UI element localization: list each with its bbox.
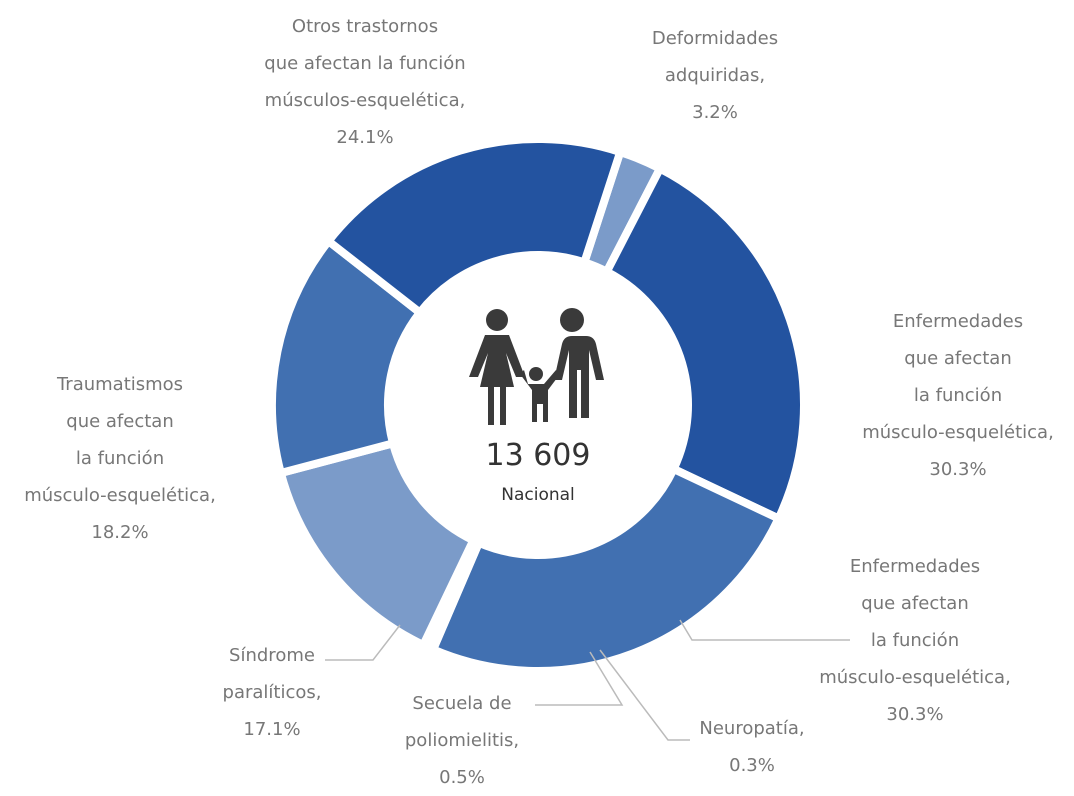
center-label: Nacional [501,485,575,505]
leader-line [599,649,690,741]
leader-line [325,624,401,661]
value-label: 0.5% [439,767,485,788]
family-icon [469,308,604,425]
category-label: Enfermedades que afectan la función músc… [862,311,1054,443]
segment [322,135,626,319]
value-label: 0.3% [729,755,775,776]
value-label: 17.1% [243,719,301,740]
segments [268,135,808,675]
center-value: 13 609 [486,438,591,473]
leader-lines [325,619,850,741]
category-label: Síndrome paralíticos, [222,645,322,703]
segment [601,163,808,524]
value-label: 18.2% [91,522,149,543]
category-label: Traumatismos que afectan la función músc… [24,374,216,506]
category-label: Neuropatía, [699,718,805,739]
leader-line [679,619,850,641]
leader-line [535,651,624,706]
value-label: 24.1% [336,127,394,148]
segment-label: Deformidades adquiridas, 3.2% [652,20,778,131]
segment-label: Síndrome paralíticos, 17.1% [223,637,322,748]
segment-label: Neuropatía, 0.3% [699,710,804,784]
segment-label: Secuela de poliomielitis, 0.5% [405,685,519,796]
segment-label: Enfermedades que afectan la función músc… [862,303,1054,488]
value-label: 30.3% [929,459,987,480]
category-label: Deformidades adquiridas, [651,28,779,86]
category-label: Otros trastornos que afectan la función … [264,16,466,111]
value-label: 3.2% [692,102,738,123]
segment [268,235,426,478]
value-label: 30.3% [886,704,944,725]
category-label: Enfermedades que afectan la función músc… [819,556,1011,688]
segment-label: Enfermedades que afectan la función músc… [819,548,1011,733]
segment-label: Otros trastornos que afectan la función … [264,8,465,156]
segment [427,463,784,675]
segment-label: Traumatismos que afectan la función músc… [24,366,216,551]
category-label: Secuela de poliomielitis, [404,693,520,751]
